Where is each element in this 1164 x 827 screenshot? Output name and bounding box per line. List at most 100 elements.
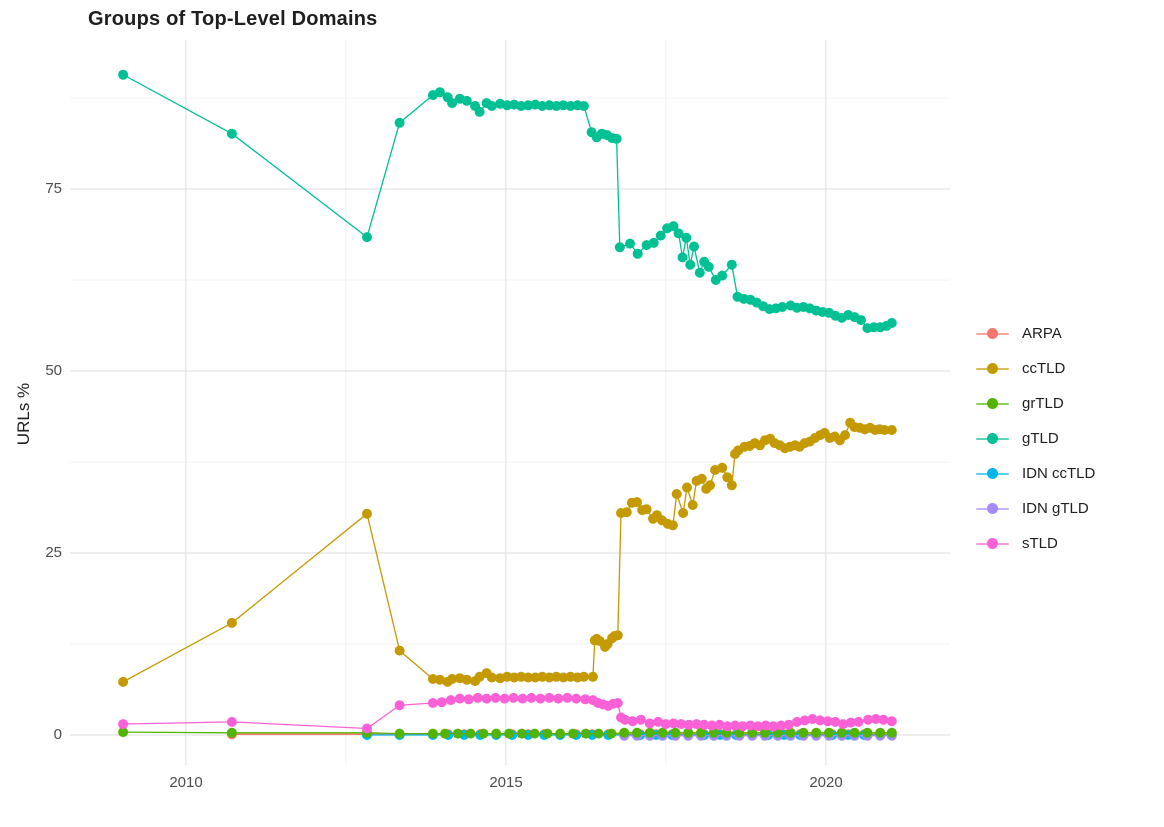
data-point-gtld bbox=[655, 230, 666, 241]
data-point-cctld bbox=[671, 489, 682, 499]
data-point-stld bbox=[737, 721, 748, 732]
data-point-grtld bbox=[226, 727, 237, 738]
data-point-stld bbox=[445, 695, 456, 706]
data-point-stld bbox=[562, 692, 573, 703]
data-point-cctld bbox=[394, 645, 405, 656]
data-point-stld bbox=[886, 716, 897, 727]
legend-item-gtld: gTLD bbox=[976, 421, 1095, 456]
data-point-stld bbox=[783, 719, 794, 730]
data-point-stld bbox=[612, 698, 623, 708]
data-point-stld bbox=[463, 694, 474, 705]
data-point-stld bbox=[799, 715, 810, 726]
data-point-gtld bbox=[703, 261, 714, 272]
data-point-stld bbox=[760, 720, 771, 731]
data-point-gtld bbox=[681, 232, 692, 243]
data-point-grtld bbox=[580, 728, 591, 739]
data-point-stld bbox=[822, 716, 833, 727]
data-point-stld bbox=[619, 714, 630, 725]
data-point-grtld bbox=[657, 727, 668, 738]
data-point-cctld bbox=[678, 508, 689, 518]
data-point-grtld bbox=[504, 728, 514, 739]
legend-label: gTLD bbox=[1022, 430, 1059, 447]
data-point-stld bbox=[571, 693, 582, 704]
data-point-cctld bbox=[886, 425, 897, 435]
data-point-grtld bbox=[875, 727, 886, 738]
legend-key-icon bbox=[976, 398, 1009, 410]
data-point-gtld bbox=[668, 221, 679, 232]
data-point-cctld bbox=[667, 520, 678, 531]
data-point-stld bbox=[553, 693, 564, 704]
data-point-gtld bbox=[726, 259, 737, 270]
legend-item-stld: sTLD bbox=[976, 526, 1095, 561]
data-point-grtld bbox=[593, 728, 604, 739]
data-point-cctld bbox=[118, 676, 129, 687]
data-point-stld bbox=[508, 692, 519, 703]
data-point-grtld bbox=[886, 727, 897, 738]
data-point-grtld bbox=[619, 727, 630, 738]
data-point-stld bbox=[683, 719, 694, 730]
data-point-grtld bbox=[440, 728, 450, 739]
data-point-stld bbox=[535, 693, 546, 704]
data-point-stld bbox=[815, 715, 826, 726]
legend-key-icon bbox=[976, 538, 1009, 550]
data-point-stld bbox=[427, 698, 438, 708]
data-point-stld bbox=[870, 714, 881, 724]
data-point-gtld bbox=[226, 128, 237, 139]
data-point-stld bbox=[838, 719, 849, 730]
chart-title: Groups of Top-Level Domains bbox=[88, 8, 378, 30]
data-point-grtld bbox=[606, 728, 617, 739]
data-point-stld bbox=[722, 721, 733, 732]
legend-label: ARPA bbox=[1022, 325, 1062, 342]
data-point-stld bbox=[499, 693, 510, 704]
data-point-gtld bbox=[694, 267, 705, 278]
data-point-cctld bbox=[434, 674, 445, 685]
data-point-stld bbox=[394, 700, 405, 711]
data-point-cctld bbox=[705, 480, 715, 491]
data-point-stld bbox=[753, 721, 763, 732]
legend-key-icon bbox=[976, 328, 1009, 340]
data-point-gtld bbox=[394, 117, 405, 128]
data-point-stld bbox=[481, 693, 492, 704]
data-point-cctld bbox=[632, 497, 642, 508]
data-point-grtld bbox=[862, 727, 873, 738]
data-point-grtld bbox=[683, 727, 694, 738]
data-point-grtld bbox=[491, 728, 502, 739]
legend-item-arpa: ARPA bbox=[976, 316, 1095, 351]
y-tick-label: 25 bbox=[45, 544, 62, 561]
data-point-gtld bbox=[362, 232, 372, 243]
data-point-gtld bbox=[777, 302, 788, 312]
data-point-stld bbox=[226, 716, 237, 727]
data-point-cctld bbox=[682, 482, 692, 493]
data-point-cctld bbox=[461, 674, 472, 685]
data-point-grtld bbox=[798, 727, 809, 738]
data-point-grtld bbox=[836, 727, 847, 738]
legend-key-icon bbox=[976, 503, 1009, 515]
data-point-stld bbox=[653, 716, 664, 727]
data-point-grtld bbox=[568, 728, 578, 739]
data-point-stld bbox=[863, 714, 874, 725]
data-point-stld bbox=[792, 716, 802, 727]
data-point-stld bbox=[714, 719, 725, 730]
data-point-stld bbox=[454, 693, 465, 704]
legend-label: IDN gTLD bbox=[1022, 500, 1089, 517]
data-point-grtld bbox=[427, 728, 438, 739]
data-point-gtld bbox=[578, 101, 589, 111]
data-point-gtld bbox=[648, 237, 659, 248]
legend-item-idn-gtld: IDN gTLD bbox=[976, 491, 1095, 526]
data-point-cctld bbox=[447, 674, 458, 684]
data-point-stld bbox=[580, 694, 591, 705]
legend-item-grtld: grTLD bbox=[976, 386, 1095, 421]
data-point-stld bbox=[644, 718, 655, 729]
legend-item-idn-cctld: IDN ccTLD bbox=[976, 456, 1095, 491]
data-point-cctld bbox=[722, 472, 733, 483]
data-point-grtld bbox=[465, 728, 476, 739]
data-point-stld bbox=[676, 719, 687, 730]
data-point-grtld bbox=[824, 727, 834, 738]
data-point-grtld bbox=[555, 728, 566, 739]
data-point-stld bbox=[635, 714, 646, 725]
legend-key-icon bbox=[976, 363, 1009, 375]
data-point-stld bbox=[660, 719, 671, 730]
data-point-cctld bbox=[687, 500, 698, 510]
data-point-grtld bbox=[670, 727, 681, 738]
